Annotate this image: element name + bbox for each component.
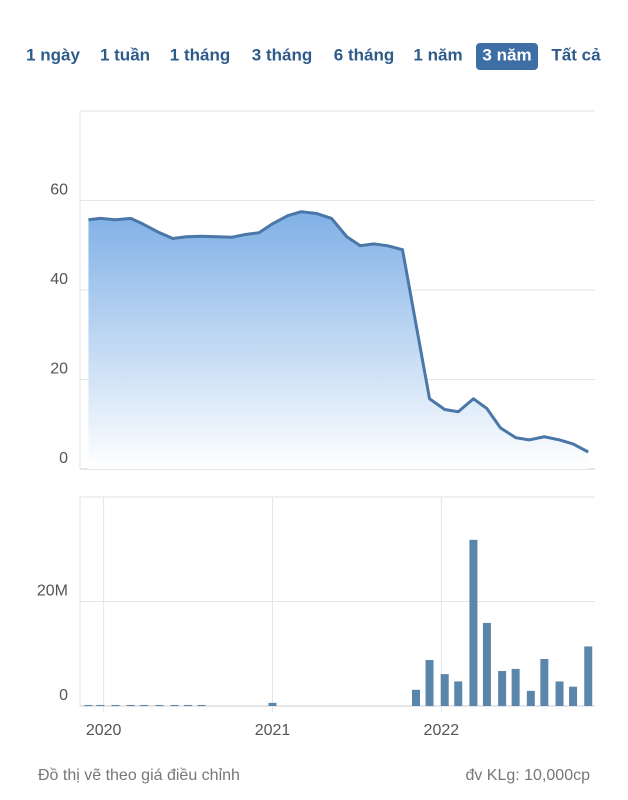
volume-bar: [96, 704, 105, 706]
volume-bar: [526, 690, 535, 706]
volume-bar: [197, 704, 206, 706]
tab-selected-bg: [476, 43, 538, 70]
volume-bar: [498, 670, 507, 706]
volume-bar: [482, 622, 491, 706]
tab[interactable]: 1 ngày: [26, 45, 80, 64]
tab[interactable]: 1 tuần: [100, 45, 150, 64]
volume-bar: [268, 702, 277, 706]
volume-bar: [584, 646, 593, 706]
volume-bar: [170, 704, 179, 706]
x-tick-label: 2021: [255, 722, 291, 739]
volume-bar: [555, 681, 564, 706]
volume-bar: [569, 686, 578, 706]
volume-bar: [126, 704, 135, 706]
y-tick-label: 20: [50, 361, 68, 378]
volume-bar: [140, 704, 149, 706]
tab[interactable]: 6 tháng: [334, 45, 394, 64]
footnote: Đồ thị vẽ theo giá điều chỉnh: [38, 767, 240, 784]
x-tick-label: 2022: [424, 722, 460, 739]
x-tick-label: 2020: [86, 722, 122, 739]
y-tick-label: 0: [59, 450, 68, 467]
price-area: [88, 211, 589, 469]
tab[interactable]: 3 tháng: [252, 45, 312, 64]
price-line: [88, 210, 589, 454]
volume-bar: [454, 681, 463, 706]
y-tick-label: 0: [59, 687, 68, 704]
tab[interactable]: 1 năm: [413, 45, 462, 64]
volume-bar: [511, 668, 520, 706]
volume-bar: [469, 539, 478, 706]
volume-bar: [425, 660, 434, 706]
tab[interactable]: Tất cả: [551, 45, 601, 64]
volume-bar: [84, 704, 93, 706]
volume-bar: [111, 704, 120, 706]
volume-bar: [155, 704, 164, 706]
unit-note: đv KLg: 10,000cp: [465, 767, 590, 784]
tab[interactable]: 1 tháng: [170, 45, 230, 64]
volume-bar: [540, 658, 549, 706]
volume-bar: [184, 704, 193, 706]
y-tick-label: 40: [50, 271, 68, 288]
y-tick-label: 20M: [37, 583, 68, 600]
volume-bar: [412, 689, 421, 706]
tab[interactable]: 3 năm: [482, 45, 531, 64]
y-tick-label: 60: [50, 182, 68, 199]
volume-bar: [440, 674, 449, 706]
